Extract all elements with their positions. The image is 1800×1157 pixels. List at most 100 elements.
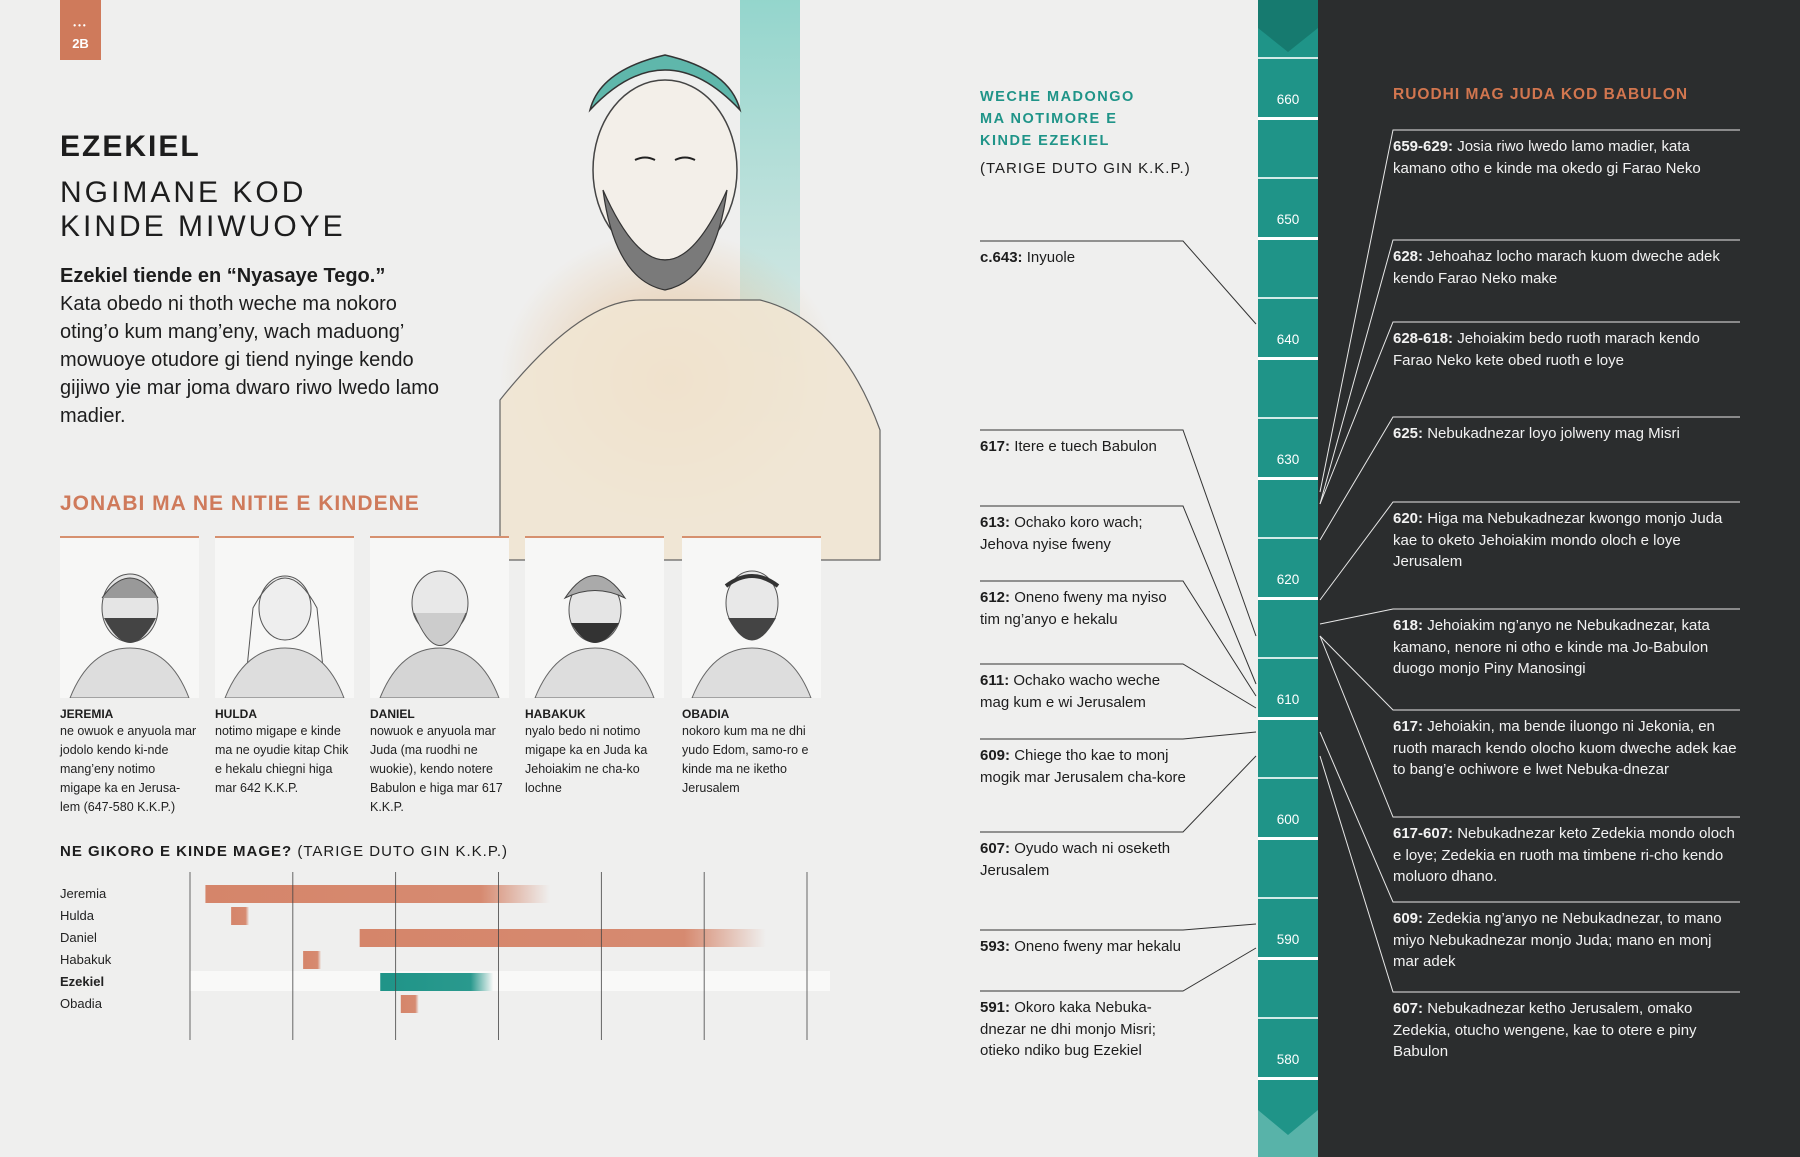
prophet-name: HULDA [215, 707, 257, 721]
timeline-left-event: 593: Oneno fweny mar hekalu [980, 936, 1190, 958]
year-tick-minor [1258, 417, 1318, 419]
event-date: c.643: [980, 249, 1023, 266]
year-tick-minor [1258, 297, 1318, 299]
intro-lead: Ezekiel tiende en “Nyasaye Tego.” [60, 265, 386, 287]
event-text: Jehoiakim bedo ruoth marach kendo Farao … [1393, 330, 1700, 369]
timeline-left-event: 611: Ochako wacho weche mag kum e wi Jer… [980, 670, 1190, 713]
year-label-630: 630 [1276, 452, 1300, 467]
event-text: Nebukadnezar ketho Jerusalem, omako Zede… [1393, 1000, 1697, 1060]
year-tick-major [1258, 357, 1318, 360]
event-text: Oyudo wach ni oseketh Jerusalem [980, 840, 1171, 879]
year-tick-major [1258, 1077, 1318, 1080]
overlap-chart: JeremiaHuldaDanielHabakukEzekielObadia65… [60, 872, 830, 1040]
chart-bar [359, 929, 766, 947]
event-date: 607: [1393, 1000, 1424, 1017]
event-date: 620: [1393, 510, 1424, 527]
timeline-right-event: 625: Nebukadnezar loyo jolweny mag Misri [1393, 423, 1738, 445]
event-date: 628-618: [1393, 330, 1454, 347]
chart-row-label: Daniel [60, 930, 97, 945]
year-label-580: 580 [1276, 1052, 1300, 1067]
year-tick-minor [1258, 897, 1318, 899]
prophets-section-title: JONABI MA NE NITIE E KINDENE [60, 492, 420, 515]
year-label-640: 640 [1276, 332, 1300, 347]
year-tick-minor [1258, 57, 1318, 59]
event-date: 591: [980, 999, 1011, 1016]
year-label-600: 600 [1276, 812, 1300, 827]
timeline-left-event: 612: Oneno fweny ma nyiso tim ng’anyo e … [980, 587, 1190, 630]
timeline-right-event: 607: Nebukadnezar ketho Jerusalem, omako… [1393, 998, 1738, 1063]
chart-row-label: Hulda [60, 908, 95, 923]
year-tick-major [1258, 117, 1318, 120]
event-text: Oneno fweny mar hekalu [1010, 938, 1181, 955]
chart-row-label: Obadia [60, 996, 103, 1011]
timeline-left-event: 613: Ochako koro wach; Jehova nyise fwen… [980, 512, 1190, 555]
chart-row-label: Habakuk [60, 952, 112, 967]
event-date: 617: [1393, 718, 1424, 735]
year-tick-minor [1258, 777, 1318, 779]
prophet-portrait [525, 536, 664, 698]
prophet-card-daniel: DANIEL nowuok e anyuola mar Juda (ma ruo… [370, 536, 509, 817]
prophet-name: HABAKUK [525, 707, 586, 721]
page-number: 2B [72, 36, 89, 51]
timeline-right-event: 628-618: Jehoiakim bedo ruoth marach ken… [1393, 328, 1738, 371]
prophet-card-obadia: OBADIA nokoro kum ma ne dhi yudo Edom, s… [682, 536, 821, 798]
prophet-description: nokoro kum ma ne dhi yudo Edom, samo-ro … [682, 724, 809, 795]
page-subtitle: NGIMANE KOD KINDE MIWUOYE [60, 176, 346, 243]
event-text: Itere e tuech Babulon [1010, 438, 1157, 455]
year-tick-major [1258, 837, 1318, 840]
year-label-660: 660 [1276, 92, 1300, 107]
chart-row-label: Ezekiel [60, 974, 104, 989]
chart-title-bold: NE GIKORO E KINDE MAGE? [60, 843, 293, 860]
timeline-left-event: 607: Oyudo wach ni oseketh Jerusalem [980, 838, 1190, 881]
event-text: Jehoahaz locho marach kuom dweche adek k… [1393, 248, 1720, 287]
event-text: Inyuole [1022, 249, 1076, 266]
timeline-left-event: 609: Chiege tho kae to monj mogik mar Je… [980, 745, 1190, 788]
prophet-card-habakuk: HABAKUK nyalo bedo ni notimo migape ka e… [525, 536, 664, 798]
page-tab-dots: ••• [73, 21, 88, 30]
event-date: 593: [980, 938, 1011, 955]
intro-body: Kata obedo ni thoth weche ma nokoro otin… [60, 293, 440, 427]
year-tick-major [1258, 957, 1318, 960]
prophet-description: ne owuok e anyuola mar jodolo kendo ki-n… [60, 724, 197, 814]
prophet-card-jeremia: JEREMIA ne owuok e anyuola mar jodolo ke… [60, 536, 199, 817]
timeline-right-event: 620: Higa ma Nebukadnezar kwongo monjo J… [1393, 508, 1738, 573]
year-tick-minor [1258, 537, 1318, 539]
year-label-620: 620 [1276, 572, 1300, 587]
timeline-left-event: c.643: Inyuole [980, 247, 1190, 269]
timeline-column-decoration [1258, 0, 1318, 1157]
year-label-610: 610 [1276, 692, 1300, 707]
year-tick-major [1258, 597, 1318, 600]
prophet-name: OBADIA [682, 707, 730, 721]
prophet-name: DANIEL [370, 707, 415, 721]
event-text: Josia riwo lwedo lamo madier, kata kaman… [1393, 138, 1701, 177]
timeline-year-column [1258, 0, 1318, 1157]
prophet-portrait [682, 536, 821, 698]
prophet-description: notimo migape e kinde ma ne oyudie kitap… [215, 724, 349, 795]
intro-paragraph: Ezekiel tiende en “Nyasaye Tego.” Kata o… [60, 262, 440, 430]
year-tick-major [1258, 717, 1318, 720]
event-text: Higa ma Nebukadnezar kwongo monjo Juda k… [1393, 510, 1723, 570]
timeline-right-event: 659-629: Josia riwo lwedo lamo madier, k… [1393, 136, 1738, 179]
prophet-name: JEREMIA [60, 707, 114, 721]
event-text: Nebukadnezar keto Zedekia mondo oloch e … [1393, 825, 1735, 885]
year-label-650: 650 [1276, 212, 1300, 227]
ezekiel-portrait-illustration [499, 0, 881, 561]
event-text: Zedekia ng’anyo ne Nebukadnezar, to mano… [1393, 910, 1722, 970]
year-tick-major [1258, 477, 1318, 480]
timeline-right-title: RUODHI MAG JUDA KOD BABULON [1393, 86, 1689, 103]
overlap-chart-title: NE GIKORO E KINDE MAGE? (TARIGE DUTO GIN… [60, 843, 508, 860]
event-date: 612: [980, 589, 1011, 606]
year-tick-minor [1258, 657, 1318, 659]
chart-bar [303, 951, 322, 969]
timeline-right-event: 617-607: Nebukadnezar keto Zedekia mondo… [1393, 823, 1738, 888]
year-tick-minor [1258, 1017, 1318, 1019]
timeline-right-event: 628: Jehoahaz locho marach kuom dweche a… [1393, 246, 1738, 289]
year-tick-major [1258, 237, 1318, 240]
event-date: 617-607: [1393, 825, 1454, 842]
event-date: 607: [980, 840, 1011, 857]
event-text: Okoro kaka Nebuka-dnezar ne dhi monjo Mi… [980, 999, 1156, 1059]
event-text: Jehoiakin, ma bende iluongo ni Jekonia, … [1393, 718, 1737, 778]
prophet-description: nyalo bedo ni notimo migape ka en Juda k… [525, 724, 648, 795]
event-text: Nebukadnezar loyo jolweny mag Misri [1423, 425, 1680, 442]
timeline-right-event: 618: Jehoiakim ng’anyo ne Nebukadnezar, … [1393, 615, 1738, 680]
